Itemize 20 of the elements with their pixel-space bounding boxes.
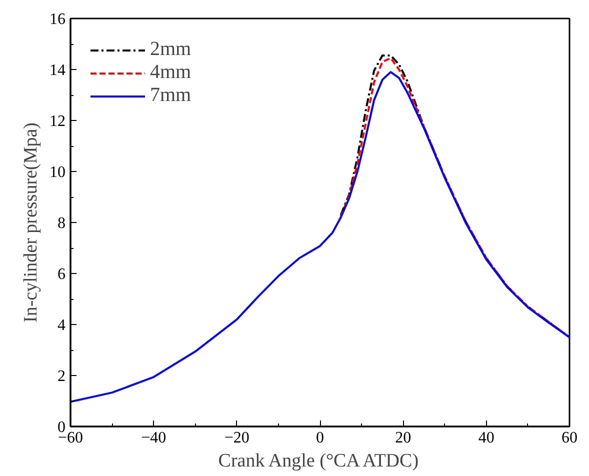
- x-tick-label: −40: [141, 430, 166, 446]
- legend-label: 2mm: [150, 38, 192, 61]
- x-tick-label: 0: [316, 430, 324, 446]
- x-tick-label: 20: [395, 430, 412, 446]
- x-tick-label: −20: [224, 430, 250, 446]
- x-axis-title: Crank Angle (°CA ATDC): [218, 450, 419, 472]
- legend-label: 4mm: [150, 61, 192, 84]
- y-tick-label: 6: [58, 266, 66, 283]
- y-tick-label: 16: [50, 11, 66, 28]
- y-tick-label: 14: [50, 62, 66, 79]
- y-axis-title: In-cylinder pressure(Mpa): [20, 122, 42, 322]
- y-tick-label: 0: [58, 419, 66, 436]
- y-tick-label: 10: [50, 164, 66, 181]
- y-tick-label: 4: [58, 317, 66, 334]
- x-tick-label: 40: [478, 430, 494, 446]
- legend-label: 7mm: [150, 84, 192, 107]
- y-tick-label: 8: [58, 215, 66, 232]
- x-tick-label: 60: [562, 430, 578, 446]
- y-tick-label: 2: [58, 368, 66, 385]
- y-tick-label: 12: [50, 113, 66, 130]
